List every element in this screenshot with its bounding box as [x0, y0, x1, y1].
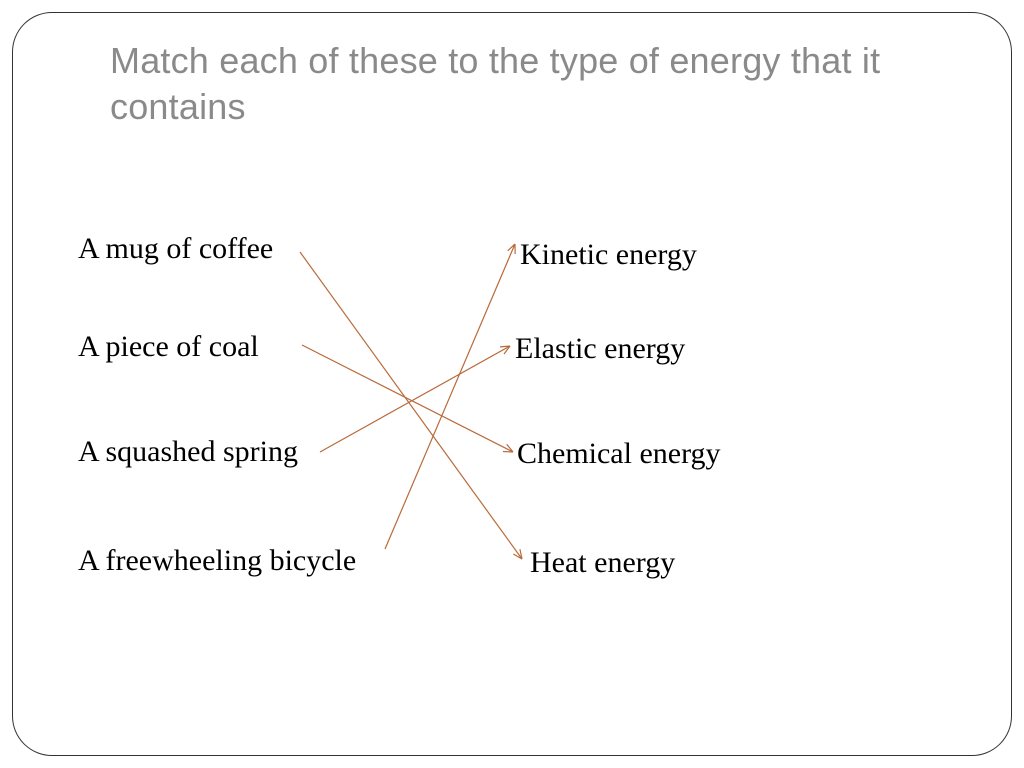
right-item-1: Elastic energy	[515, 332, 685, 366]
right-item-3: Heat energy	[530, 546, 675, 580]
right-item-2: Chemical energy	[517, 437, 721, 471]
left-item-0: A mug of coffee	[78, 232, 273, 266]
left-item-2: A squashed spring	[78, 435, 298, 469]
right-item-0: Kinetic energy	[520, 238, 697, 272]
left-item-1: A piece of coal	[78, 330, 259, 364]
title-text: Match each of these to the type of energ…	[110, 40, 880, 127]
slide-title: Match each of these to the type of energ…	[110, 38, 944, 130]
left-item-3: A freewheeling bicycle	[78, 544, 356, 578]
